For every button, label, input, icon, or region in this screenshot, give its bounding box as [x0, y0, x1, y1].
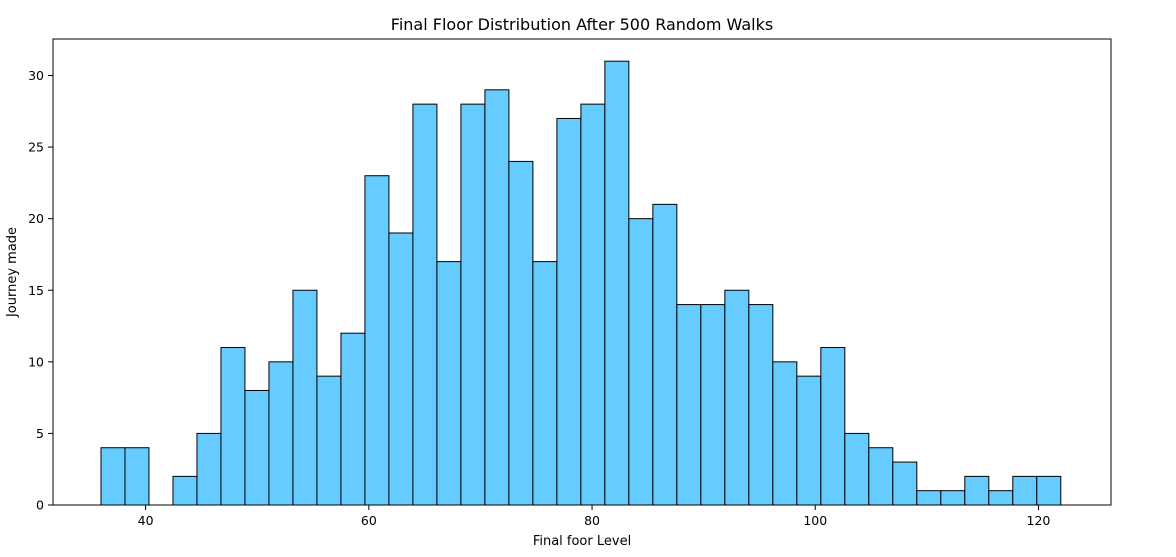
y-tick-label: 15 [28, 283, 44, 298]
histogram-bar [988, 490, 1014, 506]
histogram-bar [892, 461, 918, 506]
histogram-bar [820, 347, 846, 506]
histogram-bar [508, 160, 534, 506]
histogram-bar [964, 475, 990, 506]
histogram-bar [700, 304, 726, 506]
y-axis-label: Journey made [5, 227, 20, 318]
histogram-bar [364, 175, 390, 506]
x-axis-ticks: 40 60 80 100 120 [138, 505, 1051, 528]
histogram-bar [724, 289, 750, 506]
histogram-bar [412, 103, 438, 506]
histogram-bar [604, 60, 630, 506]
histogram-bar [388, 232, 414, 506]
histogram-bar [316, 375, 342, 506]
plot-frame [52, 38, 1112, 506]
histogram-bar [748, 304, 774, 506]
y-tick-label: 20 [28, 211, 44, 226]
y-tick-label: 0 [36, 498, 44, 513]
histogram-bar [292, 289, 318, 506]
histogram-bar [676, 304, 702, 506]
x-tick-label: 80 [584, 513, 600, 528]
y-axis-ticks: 0 5 10 15 20 25 30 [28, 68, 53, 513]
y-tick-label: 30 [28, 68, 44, 83]
chart-title: Final Floor Distribution After 500 Rando… [391, 15, 773, 34]
histogram-bar [172, 475, 198, 506]
histogram-bar [916, 490, 942, 506]
histogram-bar [196, 432, 222, 506]
x-tick-label: 60 [361, 513, 377, 528]
histogram-bar [340, 332, 366, 506]
histogram-bar [532, 261, 558, 506]
histogram-bar [1012, 475, 1038, 506]
histogram-bar [484, 89, 510, 506]
y-tick-label: 25 [28, 140, 44, 155]
histogram-bar [124, 447, 150, 506]
x-axis-label: Final foor Level [533, 534, 631, 549]
histogram-bar [868, 447, 894, 506]
histogram-bar [772, 361, 798, 506]
bars-layer [100, 60, 1062, 506]
histogram-bar [1036, 475, 1062, 506]
histogram-bar [796, 375, 822, 506]
y-tick-label: 5 [36, 426, 44, 441]
x-tick-label: 100 [803, 513, 827, 528]
y-tick-label: 10 [28, 354, 44, 369]
histogram-bar [436, 261, 462, 506]
histogram-bar [100, 447, 126, 506]
histogram-bar [652, 203, 678, 506]
histogram-bar [460, 103, 486, 506]
histogram-bar [940, 490, 966, 506]
histogram-bar [244, 389, 270, 506]
histogram-bar [844, 432, 870, 506]
histogram-bar [628, 218, 654, 506]
histogram-bar [220, 347, 246, 506]
histogram-bar [580, 103, 606, 506]
histogram-bar [556, 117, 582, 506]
histogram-bar [268, 361, 294, 506]
x-tick-label: 120 [1027, 513, 1051, 528]
x-tick-label: 40 [138, 513, 154, 528]
